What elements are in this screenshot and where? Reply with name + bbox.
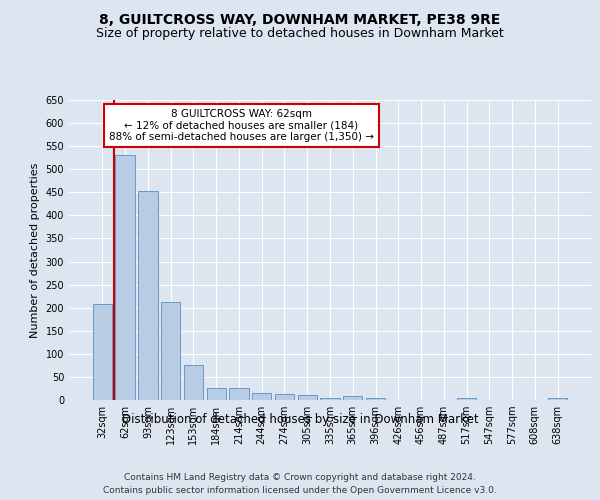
Bar xyxy=(275,394,294,400)
Text: Contains public sector information licensed under the Open Government Licence v3: Contains public sector information licen… xyxy=(103,486,497,495)
Bar xyxy=(548,398,567,400)
Bar xyxy=(366,398,385,400)
Text: Size of property relative to detached houses in Downham Market: Size of property relative to detached ho… xyxy=(96,28,504,40)
Bar xyxy=(184,365,203,400)
Bar xyxy=(229,388,248,400)
Text: Distribution of detached houses by size in Downham Market: Distribution of detached houses by size … xyxy=(122,412,478,426)
Bar xyxy=(320,398,340,400)
Bar xyxy=(161,302,181,400)
Bar xyxy=(138,192,158,400)
Bar xyxy=(206,388,226,400)
Bar xyxy=(457,398,476,400)
Text: 8 GUILTCROSS WAY: 62sqm
← 12% of detached houses are smaller (184)
88% of semi-d: 8 GUILTCROSS WAY: 62sqm ← 12% of detache… xyxy=(109,109,374,142)
Bar xyxy=(93,304,112,400)
Bar xyxy=(343,396,362,400)
Bar xyxy=(298,396,317,400)
Text: 8, GUILTCROSS WAY, DOWNHAM MARKET, PE38 9RE: 8, GUILTCROSS WAY, DOWNHAM MARKET, PE38 … xyxy=(100,12,500,26)
Bar xyxy=(115,156,135,400)
Text: Contains HM Land Registry data © Crown copyright and database right 2024.: Contains HM Land Registry data © Crown c… xyxy=(124,472,476,482)
Y-axis label: Number of detached properties: Number of detached properties xyxy=(30,162,40,338)
Bar xyxy=(252,393,271,400)
